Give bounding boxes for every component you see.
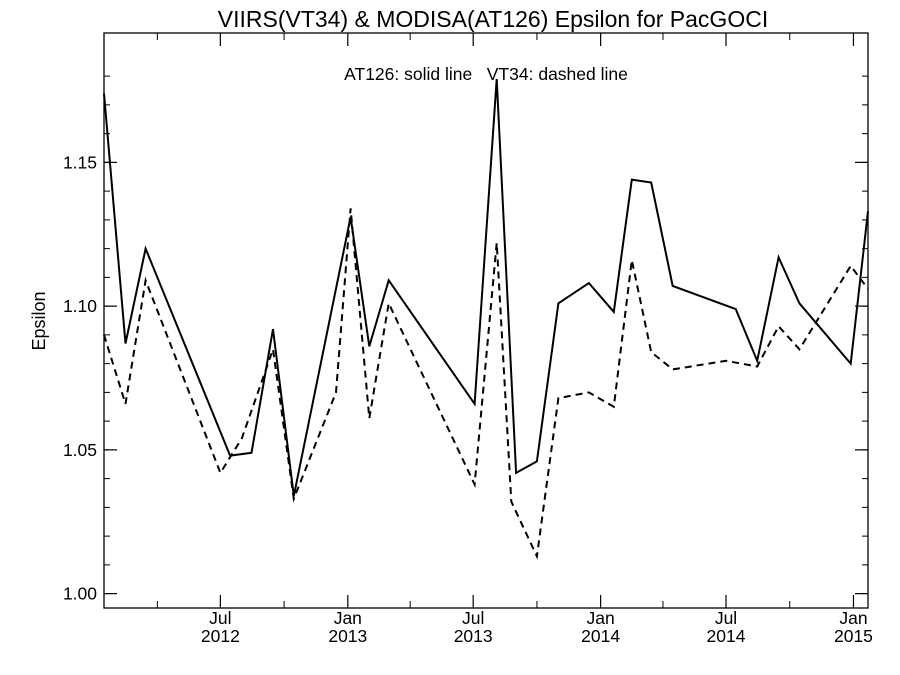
x-tick-month-label: Jan <box>587 608 615 628</box>
x-axis-ticks: Jul2012Jan2013Jul2013Jan2014Jul2014Jan20… <box>156 33 873 646</box>
y-axis-ticks: 1.00 1.05 1.10 1.15 <box>63 75 868 604</box>
y-tick-label: 1.15 <box>63 152 97 172</box>
x-tick-month-label: Jan <box>334 608 362 628</box>
chart-annotation: AT126: solid line VT34: dashed line <box>344 64 628 84</box>
series-group <box>103 78 869 560</box>
solid-series-line <box>103 78 869 497</box>
x-tick-month-label: Jul <box>209 608 231 628</box>
x-tick-year-label: 2012 <box>201 626 240 646</box>
plot-frame <box>103 32 869 609</box>
x-tick-year-label: 2013 <box>328 626 367 646</box>
y-tick-label: 1.05 <box>63 440 97 460</box>
x-tick-year-label: 2014 <box>707 626 746 646</box>
x-tick-year-label: 2013 <box>454 626 493 646</box>
dashed-series-line <box>103 208 869 560</box>
x-tick-year-label: 2014 <box>581 626 620 646</box>
x-tick-month-label: Jul <box>715 608 737 628</box>
x-tick-month-label: Jul <box>462 608 484 628</box>
y-tick-label: 1.00 <box>63 584 97 604</box>
y-tick-label: 1.10 <box>63 296 97 316</box>
x-tick-month-label: Jan <box>839 608 867 628</box>
chart-title: VIIRS(VT34) & MODISA(AT126) Epsilon for … <box>218 6 768 32</box>
x-tick-year-label: 2015 <box>834 626 873 646</box>
y-axis-label: Epsilon <box>29 291 49 350</box>
